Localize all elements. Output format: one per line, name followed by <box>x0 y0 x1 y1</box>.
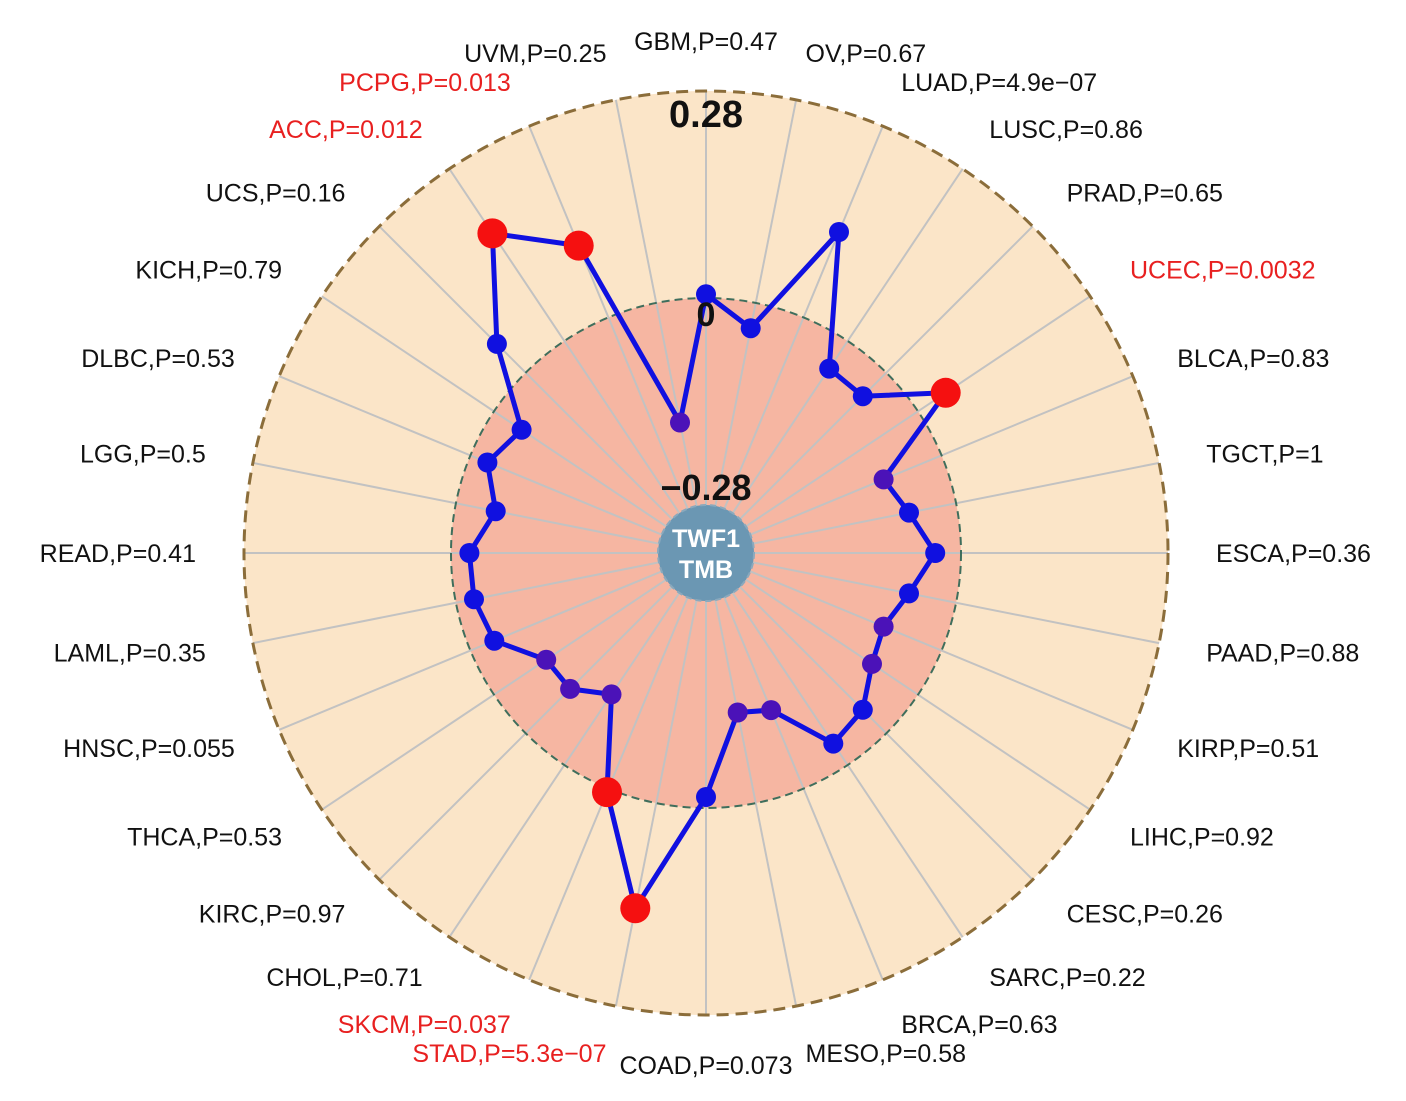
data-point <box>670 412 690 433</box>
data-point <box>740 318 761 339</box>
data-point <box>696 787 716 807</box>
category-label: UCS,P=0.16 <box>206 179 346 207</box>
category-label: CHOL,P=0.71 <box>266 964 422 992</box>
center-label-gene: TWF1 <box>672 525 740 553</box>
category-label: DLBC,P=0.53 <box>81 345 235 373</box>
category-label: ESCA,P=0.36 <box>1216 540 1371 568</box>
center-label-metric: TMB <box>679 556 733 584</box>
category-label: LUSC,P=0.86 <box>989 116 1143 144</box>
data-point <box>484 630 505 651</box>
spoke <box>528 125 707 554</box>
category-label: COAD,P=0.073 <box>619 1052 792 1080</box>
category-label: HNSC,P=0.055 <box>63 735 235 763</box>
category-label: SARC,P=0.22 <box>989 964 1145 992</box>
category-label: CESC,P=0.26 <box>1067 901 1223 929</box>
spoke <box>705 552 884 981</box>
spoke <box>378 552 707 881</box>
data-point <box>727 702 748 723</box>
data-layer <box>459 218 961 924</box>
data-point <box>930 377 961 408</box>
data-point <box>761 700 782 721</box>
data-point <box>829 222 849 242</box>
category-label: LAML,P=0.35 <box>54 640 206 668</box>
spokes <box>244 91 1168 1015</box>
spoke <box>252 461 707 554</box>
data-point <box>819 358 840 379</box>
ring-label-middle: 0 <box>697 296 716 334</box>
ring-label-inner: −0.28 <box>660 467 751 508</box>
category-label: ACC,P=0.012 <box>269 116 423 144</box>
spoke <box>705 295 1091 554</box>
data-point <box>823 733 844 754</box>
category-label: KIRP,P=0.51 <box>1177 735 1319 763</box>
data-point <box>852 386 873 407</box>
spoke <box>448 552 707 938</box>
category-label: GBM,P=0.47 <box>634 28 778 56</box>
data-point <box>459 543 480 563</box>
spoke <box>705 375 1134 554</box>
data-point <box>511 419 532 440</box>
data-point <box>696 284 716 305</box>
data-point <box>560 678 581 699</box>
spoke <box>705 552 1134 731</box>
spoke <box>378 225 707 554</box>
category-label: MESO,P=0.58 <box>806 1040 967 1068</box>
category-label: THCA,P=0.53 <box>127 823 282 851</box>
data-point <box>485 501 506 522</box>
spoke <box>705 461 1160 554</box>
data-point <box>862 653 882 674</box>
data-point <box>563 230 594 261</box>
category-label: PRAD,P=0.65 <box>1067 179 1223 207</box>
category-label: PAAD,P=0.88 <box>1206 640 1359 668</box>
category-label: KIRC,P=0.97 <box>199 901 346 929</box>
data-point <box>899 502 919 523</box>
category-label: BRCA,P=0.63 <box>901 1011 1057 1039</box>
category-label: LIHC,P=0.92 <box>1130 823 1274 851</box>
data-point <box>592 777 622 808</box>
spoke <box>705 552 1160 645</box>
data-point <box>873 616 894 637</box>
category-label: LGG,P=0.5 <box>80 441 206 469</box>
center-disc <box>657 504 755 602</box>
spoke <box>614 99 707 554</box>
outer-ring <box>242 89 1170 1017</box>
category-label: SKCM,P=0.037 <box>338 1011 511 1039</box>
category-label: TGCT,P=1 <box>1206 441 1323 469</box>
data-point <box>477 452 498 473</box>
spoke <box>614 552 707 1007</box>
category-label: PCPG,P=0.013 <box>339 69 511 97</box>
data-point <box>536 649 557 670</box>
data-point <box>873 469 894 490</box>
spoke <box>528 552 707 981</box>
category-label: OV,P=0.67 <box>806 40 927 68</box>
category-label: BLCA,P=0.83 <box>1177 345 1329 373</box>
category-label: READ,P=0.41 <box>40 540 196 568</box>
category-label: UVM,P=0.25 <box>464 40 606 68</box>
data-point <box>486 333 507 354</box>
category-label: UCEC,P=0.0032 <box>1130 257 1316 285</box>
spoke <box>705 552 798 1007</box>
spoke <box>321 552 707 811</box>
data-point <box>899 583 919 604</box>
category-label: STAD,P=5.3e−07 <box>412 1040 606 1068</box>
data-point <box>601 684 622 705</box>
data-point <box>477 218 508 249</box>
data-point <box>464 589 484 610</box>
category-label: LUAD,P=4.9e−07 <box>901 69 1097 97</box>
ring-label-outer: 0.28 <box>669 94 743 136</box>
data-point <box>620 893 651 924</box>
spoke <box>705 552 1091 811</box>
category-label: KICH,P=0.79 <box>135 257 282 285</box>
data-point <box>852 699 873 720</box>
data-point <box>925 543 946 563</box>
spoke <box>705 125 884 554</box>
